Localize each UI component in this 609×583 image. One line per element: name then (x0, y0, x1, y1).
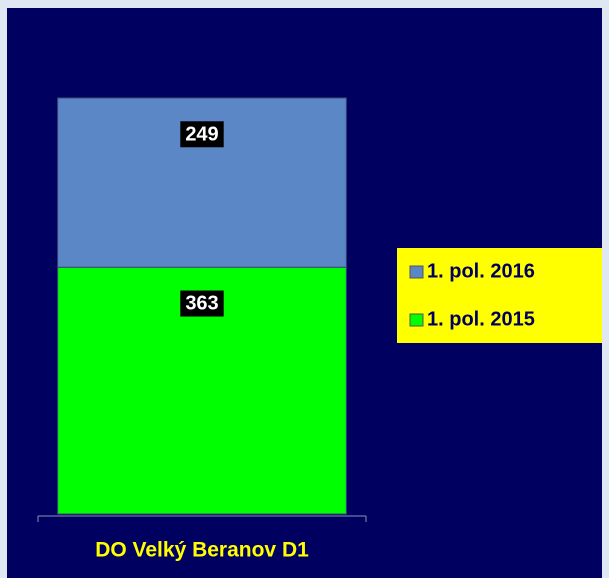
legend-marker (409, 313, 424, 327)
legend-marker (409, 265, 424, 279)
data-label-background (180, 290, 224, 317)
data-label-background (180, 121, 224, 148)
legend-label: 1. pol. 2015 (427, 308, 535, 330)
legend-label: 1. pol. 2016 (427, 260, 535, 282)
data-label: 363 (185, 293, 218, 315)
data-label: 249 (185, 123, 218, 145)
legend-box (397, 248, 602, 343)
x-tick-label: DO Velký Beranov D1 (95, 539, 309, 562)
